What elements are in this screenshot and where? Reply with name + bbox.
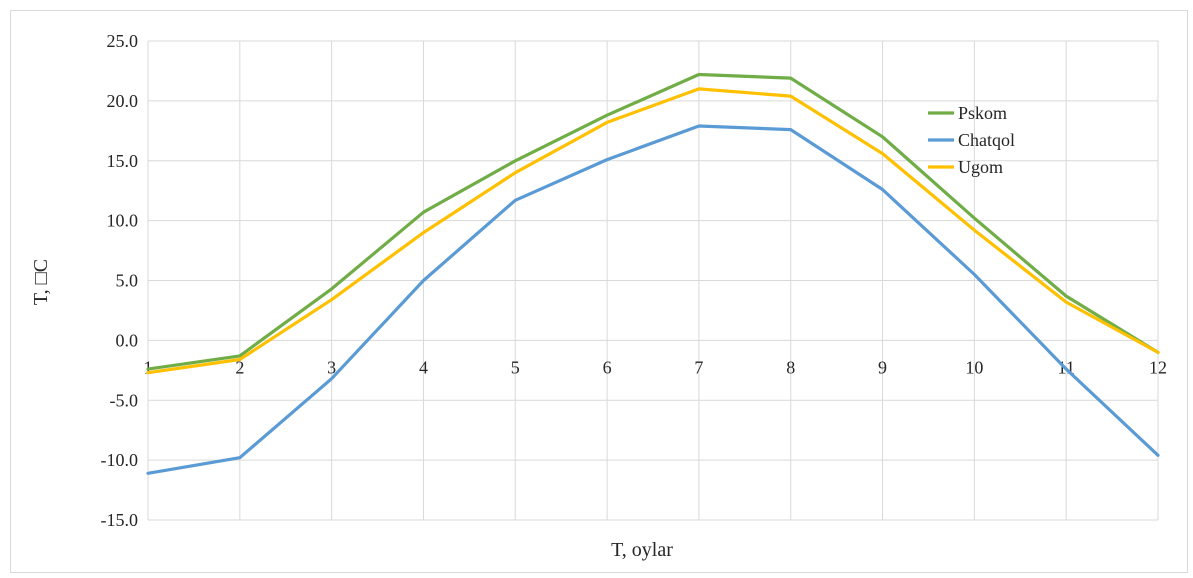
x-tick-label: 2 [235,357,244,377]
y-tick-label: 0.0 [116,330,139,350]
grid-lines [147,40,1159,521]
x-axis-ticks: 1 2 3 4 5 6 7 8 9 10 11 12 [144,357,1168,377]
x-tick-label: 1 [144,357,153,377]
legend-label-pskom: Pskom [958,103,1007,123]
legend-label-chatqol: Chatqol [958,130,1015,150]
x-tick-label: 8 [786,357,795,377]
y-tick-label: 5.0 [116,271,139,291]
x-tick-label: 9 [878,357,887,377]
series-line-pskom [146,72,1160,371]
legend-label-ugom: Ugom [958,157,1003,177]
y-tick-label: -15.0 [101,510,139,530]
x-tick-label: 7 [694,357,703,377]
x-tick-label: 10 [965,357,983,377]
y-tick-label: -5.0 [110,390,139,410]
x-tick-label: 4 [419,357,428,377]
y-tick-label: 20.0 [107,91,139,111]
x-tick-label: 5 [511,357,520,377]
series-line-chatqol [146,124,1160,475]
x-tick-label: 12 [1149,357,1167,377]
y-tick-label: 25.0 [107,31,139,51]
y-axis-title: T, □C [30,259,52,305]
x-tick-label: 6 [603,357,612,377]
y-tick-label: 15.0 [107,151,139,171]
y-tick-label: 10.0 [107,211,139,231]
series-lines [146,72,1160,475]
x-tick-label: 3 [327,357,336,377]
x-axis-title: T, oylar [611,539,673,561]
y-axis-ticks: -15.0 -10.0 -5.0 0.0 5.0 10.0 15.0 20.0 25.0 [101,31,139,530]
legend: Pskom Chatqol Ugom [928,103,1015,177]
y-tick-label: -10.0 [101,450,139,470]
series-line-ugom [146,87,1160,375]
